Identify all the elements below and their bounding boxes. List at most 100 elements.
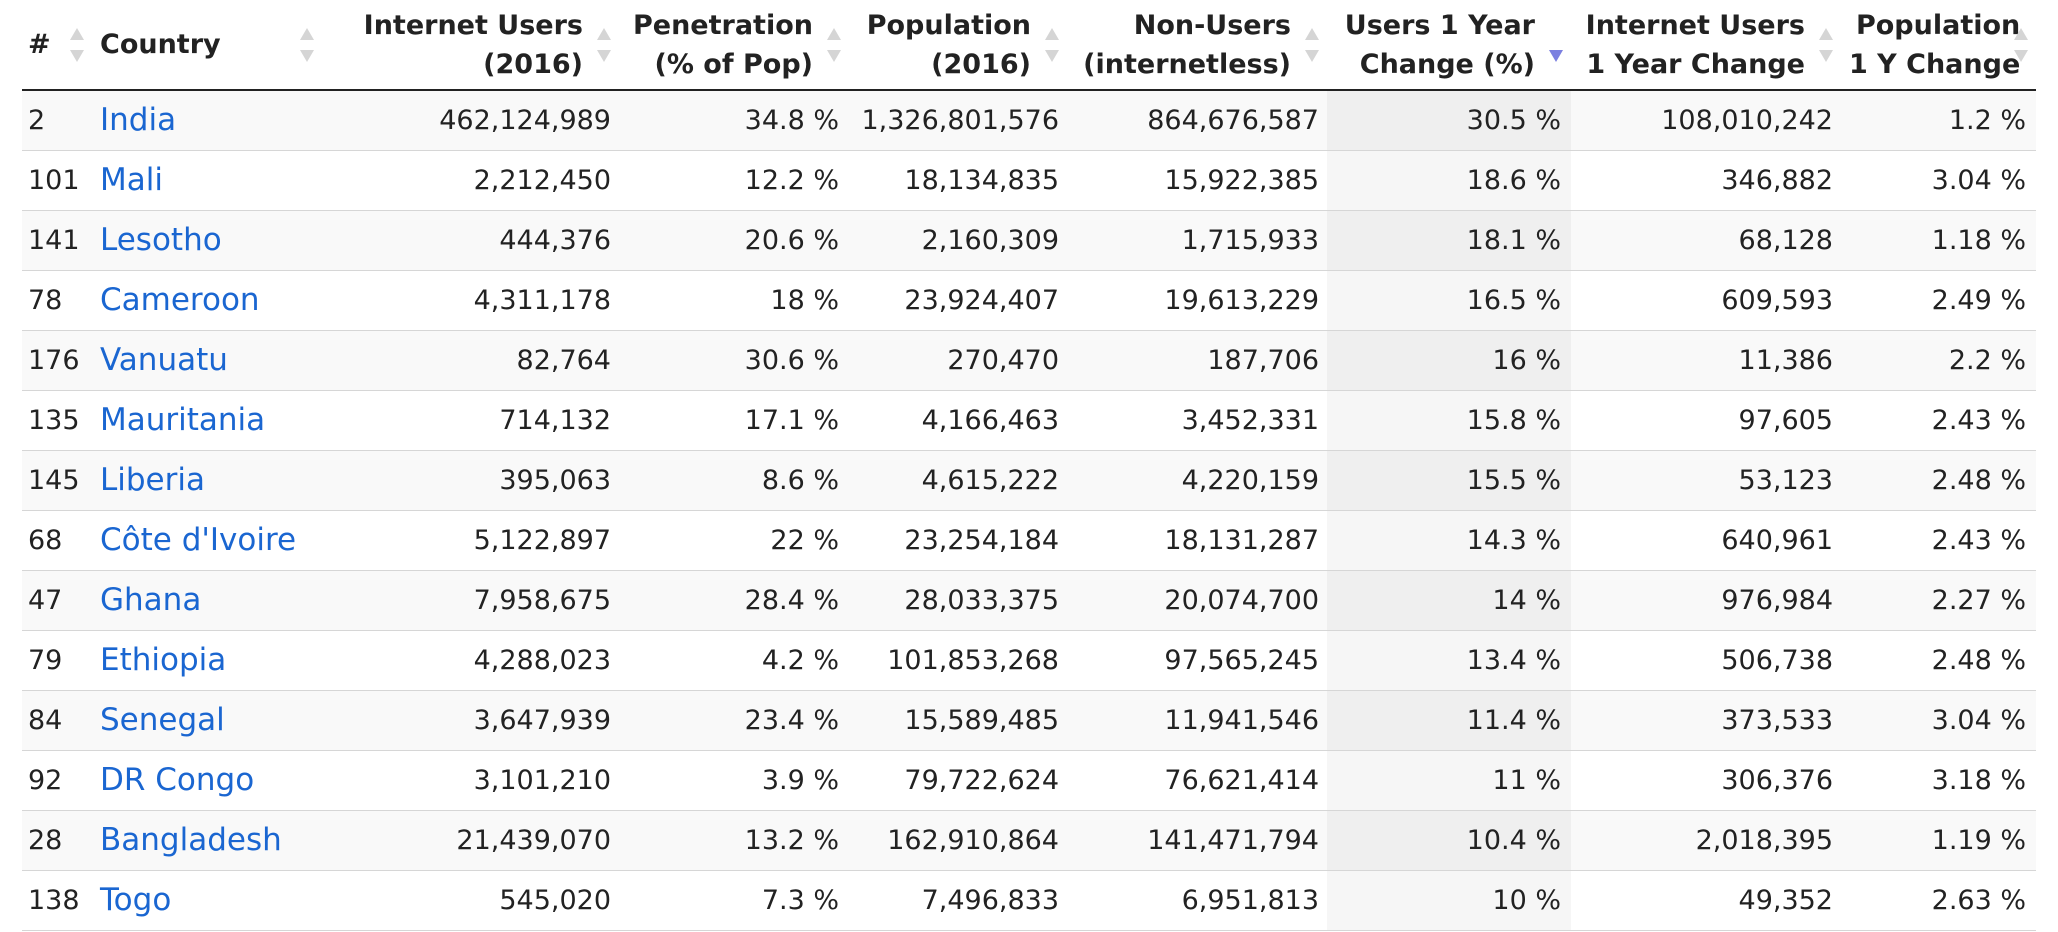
cell-non-users: 864,676,587 — [1067, 90, 1327, 151]
cell-users-change: 10 % — [1327, 870, 1571, 931]
sort-descending-icon[interactable] — [1549, 28, 1563, 62]
cell-country: Togo — [92, 870, 322, 931]
cell-non-users: 76,621,414 — [1067, 750, 1327, 811]
cell-population: 270,470 — [849, 330, 1067, 391]
cell-internet-users: 395,063 — [322, 450, 619, 511]
cell-rank: 78 — [22, 270, 92, 331]
cell-population: 4,615,222 — [849, 450, 1067, 511]
cell-country: Senegal — [92, 690, 322, 751]
country-link[interactable]: Cameroon — [100, 282, 260, 318]
country-link[interactable]: India — [100, 102, 177, 139]
sort-arrows-icon[interactable] — [2014, 27, 2028, 62]
cell-non-users: 15,922,385 — [1067, 150, 1327, 211]
table-body: 2 India 462,124,989 34.8 % 1,326,801,576 864,… — [22, 90, 2036, 931]
country-link[interactable]: Ethiopia — [100, 642, 227, 678]
cell-users-change-abs: 306,376 — [1571, 750, 1841, 811]
column-header-rank[interactable]: # — [22, 0, 92, 91]
sort-arrows-icon[interactable] — [597, 27, 611, 62]
country-link[interactable]: Ghana — [100, 582, 202, 618]
sort-arrows-icon[interactable] — [1819, 27, 1833, 62]
cell-population: 28,033,375 — [849, 570, 1067, 631]
cell-users-change-abs: 53,123 — [1571, 450, 1841, 511]
country-link[interactable]: DR Congo — [100, 762, 255, 798]
sort-arrows-icon[interactable] — [70, 27, 84, 62]
cell-non-users: 19,613,229 — [1067, 270, 1327, 331]
cell-rank: 84 — [22, 690, 92, 751]
cell-penetration: 3.9 % — [619, 750, 849, 811]
column-header-label: Population (2016) — [866, 9, 1031, 80]
cell-users-change-abs: 49,352 — [1571, 870, 1841, 931]
country-link[interactable]: Lesotho — [100, 222, 222, 258]
column-header-label: Users 1 Year Change (%) — [1344, 9, 1535, 80]
cell-internet-users: 21,439,070 — [322, 810, 619, 871]
column-header-country[interactable]: Country — [92, 0, 322, 91]
cell-country: Cameroon — [92, 270, 322, 331]
column-header-internet-users[interactable]: Internet Users (2016) — [322, 0, 619, 91]
cell-penetration: 20.6 % — [619, 210, 849, 271]
column-header-label: Internet Users (2016) — [363, 9, 583, 80]
column-header-users-change[interactable]: Users 1 Year Change (%) — [1327, 0, 1571, 91]
column-header-population[interactable]: Population (2016) — [849, 0, 1067, 91]
cell-population-change: 2.43 % — [1841, 390, 2036, 451]
sort-arrows-icon[interactable] — [1305, 27, 1319, 62]
country-link[interactable]: Mauritania — [100, 402, 266, 438]
column-header-penetration[interactable]: Penetration (% of Pop) — [619, 0, 849, 91]
cell-population: 7,496,833 — [849, 870, 1067, 931]
cell-users-change-abs: 640,961 — [1571, 510, 1841, 571]
cell-rank: 145 — [22, 450, 92, 511]
sort-arrows-icon[interactable] — [1045, 27, 1059, 62]
column-header-population-change[interactable]: Population 1 Y Change — [1841, 0, 2036, 91]
cell-penetration: 13.2 % — [619, 810, 849, 871]
cell-rank: 92 — [22, 750, 92, 811]
cell-population-change: 2.63 % — [1841, 870, 2036, 931]
cell-country: India — [92, 90, 322, 151]
column-header-label: Penetration (% of Pop) — [632, 9, 813, 80]
cell-penetration: 4.2 % — [619, 630, 849, 691]
table-row: 79 Ethiopia 4,288,023 4.2 % 101,853,268 97,56… — [22, 630, 2036, 691]
cell-users-change: 30.5 % — [1327, 90, 1571, 151]
cell-internet-users: 3,647,939 — [322, 690, 619, 751]
column-header-non-users[interactable]: Non-Users (internetless) — [1067, 0, 1327, 91]
cell-rank: 135 — [22, 390, 92, 451]
cell-internet-users: 444,376 — [322, 210, 619, 271]
cell-penetration: 30.6 % — [619, 330, 849, 391]
cell-rank: 2 — [22, 90, 92, 151]
cell-non-users: 187,706 — [1067, 330, 1327, 391]
cell-users-change-abs: 11,386 — [1571, 330, 1841, 391]
cell-population-change: 3.18 % — [1841, 750, 2036, 811]
cell-users-change: 18.1 % — [1327, 210, 1571, 271]
country-link[interactable]: Togo — [100, 882, 172, 918]
cell-population-change: 1.18 % — [1841, 210, 2036, 271]
country-link[interactable]: Bangladesh — [100, 822, 282, 858]
table-row: 141 Lesotho 444,376 20.6 % 2,160,309 1,715,93… — [22, 210, 2036, 271]
table-header-row: # Country Internet Users (2016) Penetrati… — [22, 0, 2036, 91]
country-link[interactable]: Vanuatu — [100, 342, 228, 378]
cell-penetration: 28.4 % — [619, 570, 849, 631]
table-row: 135 Mauritania 714,132 17.1 % 4,166,463 3,452… — [22, 390, 2036, 451]
cell-non-users: 6,951,813 — [1067, 870, 1327, 931]
cell-users-change: 14 % — [1327, 570, 1571, 631]
countries-table-container: # Country Internet Users (2016) Penetrati… — [22, 0, 2036, 931]
sort-arrows-icon[interactable] — [300, 27, 314, 62]
cell-population: 18,134,835 — [849, 150, 1067, 211]
table-row: 176 Vanuatu 82,764 30.6 % 270,470 187,706 16 %… — [22, 330, 2036, 391]
cell-rank: 47 — [22, 570, 92, 631]
country-link[interactable]: Senegal — [100, 702, 225, 738]
country-link[interactable]: Mali — [100, 162, 163, 198]
cell-population-change: 1.2 % — [1841, 90, 2036, 151]
table-row: 68 Côte d'Ivoire 5,122,897 22 % 23,254,184 18… — [22, 510, 2036, 571]
cell-non-users: 141,471,794 — [1067, 810, 1327, 871]
sort-arrows-icon[interactable] — [827, 27, 841, 62]
country-link[interactable]: Côte d'Ivoire — [100, 522, 297, 558]
cell-users-change: 13.4 % — [1327, 630, 1571, 691]
cell-population: 2,160,309 — [849, 210, 1067, 271]
column-header-label: Non-Users (internetless) — [1083, 9, 1291, 80]
country-link[interactable]: Liberia — [100, 462, 205, 498]
cell-penetration: 7.3 % — [619, 870, 849, 931]
table-row: 78 Cameroon 4,311,178 18 % 23,924,407 19,613,… — [22, 270, 2036, 331]
cell-population-change: 1.19 % — [1841, 810, 2036, 871]
column-header-users-change-abs[interactable]: Internet Users 1 Year Change — [1571, 0, 1841, 91]
cell-users-change: 11.4 % — [1327, 690, 1571, 751]
column-header-label: # — [28, 29, 51, 60]
cell-penetration: 18 % — [619, 270, 849, 331]
